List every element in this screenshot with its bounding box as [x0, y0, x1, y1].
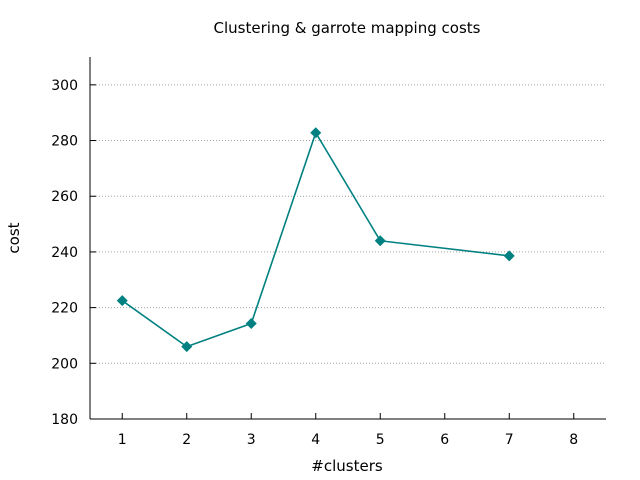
data-point-marker [374, 235, 386, 247]
y-tick-label: 180 [51, 412, 78, 428]
series [116, 127, 515, 353]
x-tick-label: 7 [505, 432, 514, 448]
y-tick-label: 260 [51, 189, 78, 205]
y-tick-label: 240 [51, 245, 78, 261]
series-line [121, 130, 510, 348]
axes [89, 57, 606, 420]
x-axis-title: #clusters [311, 457, 383, 475]
y-tick-label: 280 [51, 134, 78, 150]
x-tick-label: 5 [376, 432, 385, 448]
x-tick-label: 8 [569, 432, 578, 448]
y-tick-label: 200 [51, 356, 78, 372]
data-point-marker [116, 295, 128, 307]
data-point-marker [181, 341, 193, 353]
grid-lines [90, 84, 606, 364]
data-point-marker [310, 127, 322, 139]
chart-title: Clustering & garrote mapping costs [214, 19, 481, 37]
data-point-marker [503, 250, 515, 262]
x-tick-label: 3 [247, 432, 256, 448]
x-tick-label: 2 [182, 432, 191, 448]
x-tick-label: 6 [440, 432, 449, 448]
x-tick-label: 4 [311, 432, 320, 448]
y-tick-label: 220 [51, 301, 78, 317]
x-tick-label: 1 [118, 432, 127, 448]
data-point-marker [245, 317, 257, 329]
tick-labels: 180 200 220 240 260 280 300 1 2 3 4 5 6 7 8 [51, 78, 578, 448]
y-tick-label: 300 [51, 78, 78, 94]
y-axis-title: cost [5, 222, 23, 253]
